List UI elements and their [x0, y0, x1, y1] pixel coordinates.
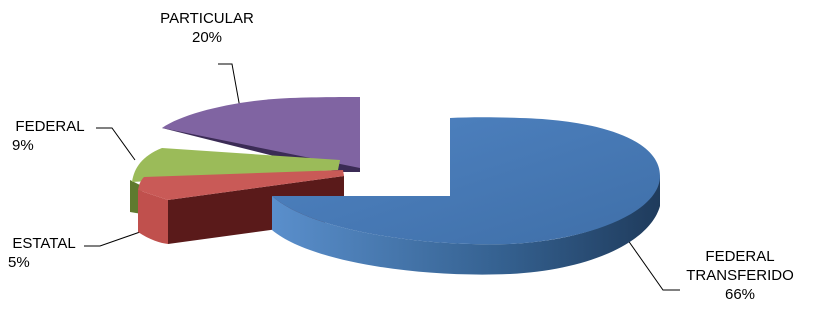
label-federal: FEDERAL 9%: [6, 117, 94, 155]
label-federal-name: FEDERAL: [15, 118, 85, 135]
label-estatal-value: 5%: [8, 254, 30, 271]
label-federal-transferido: FEDERAL TRANSFERIDO 66%: [664, 247, 816, 304]
label-particular-value: 20%: [191, 29, 223, 46]
leader-lines: [84, 63, 680, 291]
slice-estatal: [138, 170, 344, 244]
label-federal-transferido-value: 66%: [724, 286, 756, 303]
slice-estatal-outer: [138, 190, 168, 244]
slice-federal-transferido-top: [272, 117, 660, 245]
label-federal-transferido-line2: TRANSFERIDO: [686, 267, 794, 284]
label-particular: PARTICULAR 20%: [140, 9, 274, 47]
slice-estatal-top: [138, 170, 344, 200]
leader-line-federal-transferido: [624, 235, 680, 291]
slice-federal-transferido: [272, 117, 660, 275]
leader-line-particular: [218, 63, 241, 109]
slice-federal-transferido-side: [272, 176, 660, 275]
label-estatal-name: ESTATAL: [12, 235, 76, 252]
label-federal-transferido-line1: FEDERAL: [705, 248, 775, 265]
leader-line-federal: [96, 127, 136, 161]
slice-federal-top: [132, 148, 340, 182]
label-federal-value: 9%: [12, 137, 34, 154]
slice-particular: [162, 97, 360, 172]
slice-particular-top: [162, 97, 360, 168]
label-estatal: ESTATAL 5%: [4, 234, 84, 272]
slice-estatal-side: [168, 176, 344, 244]
leader-line-estatal: [84, 231, 141, 247]
label-particular-name: PARTICULAR: [160, 10, 254, 27]
